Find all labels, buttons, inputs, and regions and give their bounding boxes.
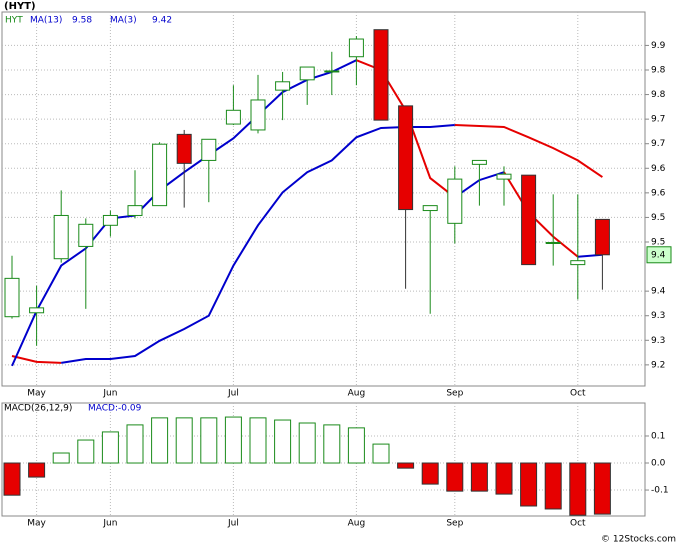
x-tick-label: Oct: [570, 519, 586, 529]
x-tick-label: Sep: [446, 389, 463, 399]
x-tick-label: Aug: [348, 519, 366, 529]
candle-body: [594, 218, 610, 256]
moving-average-line: [61, 124, 455, 364]
legend-entry: MA(13): [30, 16, 62, 26]
macd-bar: [569, 462, 587, 516]
candle-body: [225, 109, 241, 125]
y-tick-label: 9.8: [651, 90, 666, 100]
candle-body: [545, 241, 561, 244]
macd-bar: [347, 427, 365, 464]
y-tick-label: 9.3: [651, 336, 665, 346]
macd-bar: [470, 462, 488, 492]
macd-bar: [495, 462, 513, 495]
macd-bar: [446, 462, 464, 492]
last-price-box: [646, 246, 672, 264]
macd-bar: [274, 419, 292, 464]
macd-panel-frame: [1, 402, 646, 517]
macd-bar: [3, 462, 21, 496]
moving-average-line: [454, 124, 603, 178]
macd-bar: [397, 462, 415, 469]
candle-body: [152, 143, 168, 207]
candle-body: [4, 277, 20, 318]
candle-body: [496, 173, 512, 180]
macd-bar: [298, 422, 316, 464]
candle-body: [447, 178, 463, 224]
y-tick-label: 9.6: [651, 188, 666, 198]
candle-body: [570, 260, 586, 266]
candle-body: [471, 159, 487, 165]
macd-bar: [175, 417, 193, 464]
x-tick-label: Oct: [570, 389, 586, 399]
last-price-label: 9.4: [651, 250, 666, 260]
candle-body: [78, 223, 94, 247]
x-tick-label: Jul: [227, 389, 239, 399]
legend-value: 9.42: [152, 16, 172, 26]
macd-bar: [126, 424, 144, 464]
moving-average-line: [11, 355, 62, 364]
y-tick-label: 0.0: [651, 459, 666, 469]
macd-bar: [77, 439, 95, 464]
candle-body: [53, 214, 69, 260]
macd-bar: [151, 417, 169, 464]
legend-entry: MA(3): [110, 16, 137, 26]
candle-body: [250, 99, 266, 131]
x-tick-label: Jun: [102, 519, 117, 529]
macd-bar: [52, 452, 70, 464]
macd-bar: [520, 462, 538, 507]
candle-body: [102, 214, 118, 226]
candle-body: [176, 133, 192, 164]
price-panel-frame: [1, 11, 646, 387]
footer: © 12Stocks.com: [601, 535, 676, 545]
macd-bar: [249, 417, 267, 464]
candle-body: [299, 66, 315, 81]
candle-body: [373, 29, 389, 121]
y-tick-label: 9.8: [651, 65, 666, 75]
macd-bar: [544, 462, 562, 510]
y-tick-label: 0.1: [651, 431, 665, 441]
x-tick-label: Sep: [446, 519, 463, 529]
legend-value: 9.58: [72, 16, 92, 26]
candle-body: [201, 138, 217, 161]
y-tick-label: -0.1: [651, 486, 669, 496]
x-tick-label: May: [27, 389, 46, 399]
x-tick-label: May: [27, 519, 46, 529]
x-tick-label: Aug: [348, 389, 366, 399]
macd-bar: [372, 443, 390, 464]
legend-symbol: HYT: [5, 16, 23, 26]
y-tick-label: 9.3: [651, 311, 665, 321]
candle-body: [275, 81, 291, 91]
y-tick-label: 9.9: [651, 41, 666, 51]
chart-title: (HYT): [4, 1, 36, 12]
candle-body: [398, 105, 414, 211]
macd-bar: [101, 431, 119, 464]
candle-body: [521, 174, 537, 266]
macd-bar: [421, 462, 439, 485]
macd-bar: [28, 462, 46, 478]
y-tick-label: 9.4: [651, 287, 666, 297]
macd-bar: [593, 462, 611, 515]
y-tick-label: 9.7: [651, 115, 665, 125]
y-tick-label: 9.2: [651, 360, 665, 370]
macd-bar: [200, 417, 218, 464]
y-tick-label: 9.6: [651, 164, 666, 174]
macd-bar: [323, 424, 341, 464]
candle-body: [29, 307, 45, 314]
y-tick-label: 9.5: [651, 238, 665, 248]
candle-body: [348, 38, 364, 58]
candle-body: [422, 205, 438, 212]
macd-title: MACD(26,12,9): [4, 404, 72, 414]
y-tick-label: 9.5: [651, 213, 665, 223]
candle-body: [127, 205, 143, 216]
x-tick-label: Jun: [102, 389, 117, 399]
moving-average-line: [503, 171, 579, 258]
y-tick-label: 9.7: [651, 139, 665, 149]
x-tick-label: Jul: [227, 519, 239, 529]
macd-subtitle: MACD:-0.09: [88, 404, 142, 414]
candle-body: [324, 70, 340, 73]
macd-bar: [224, 416, 242, 464]
